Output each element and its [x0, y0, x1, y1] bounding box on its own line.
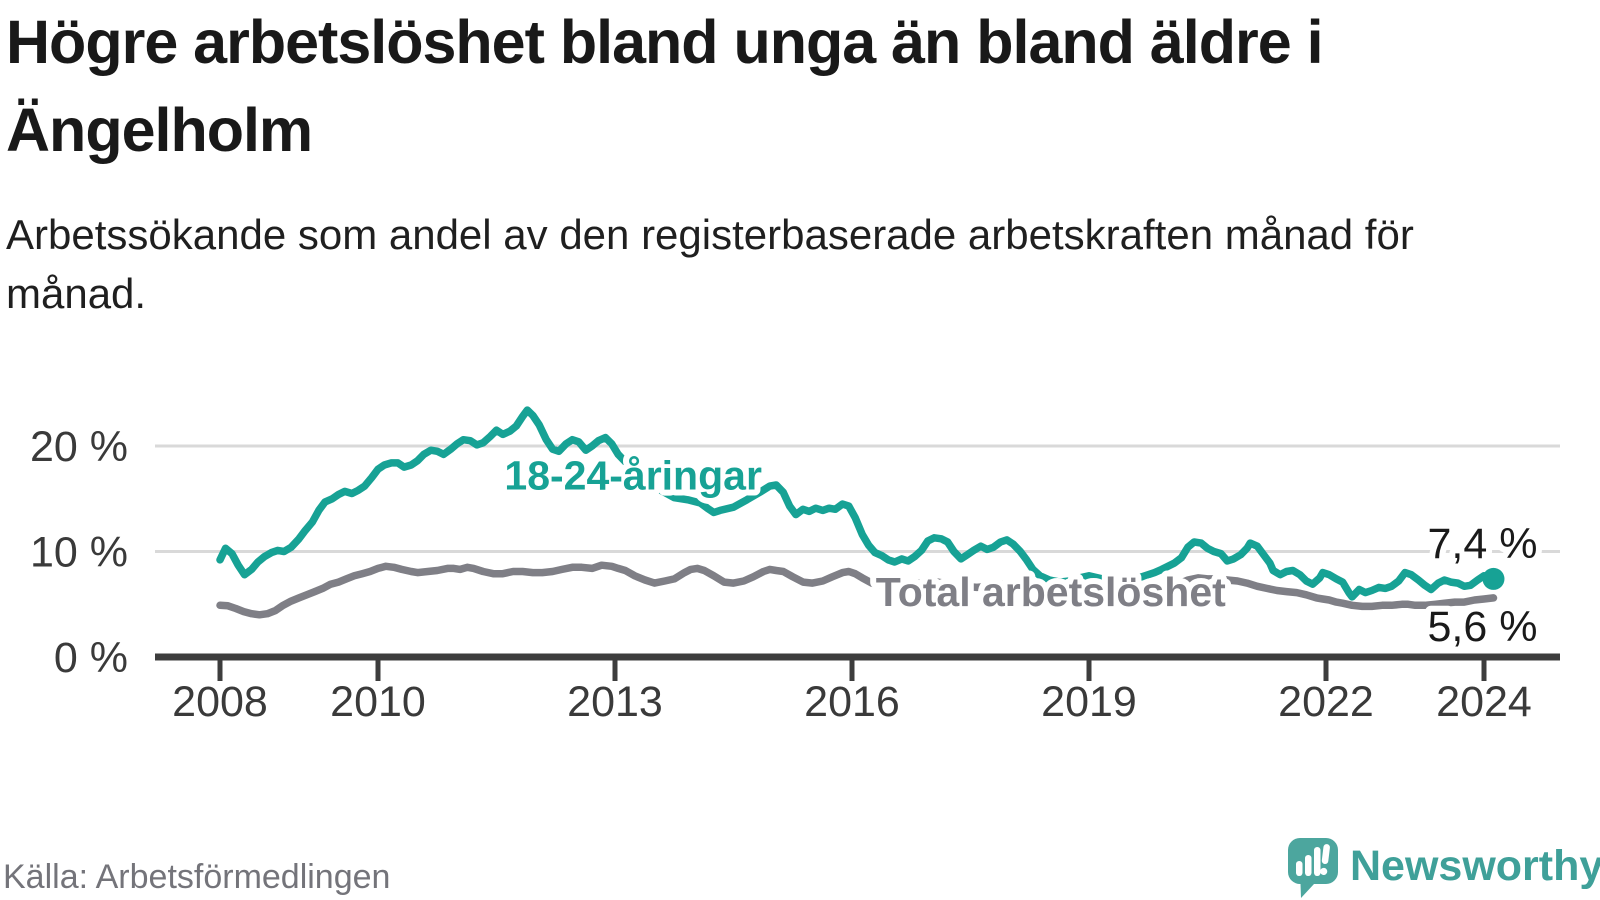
- bar-icon-tall: [1314, 847, 1321, 876]
- series-end-dot-youth: [1482, 567, 1505, 590]
- x-tick-label-2022: 2022: [1278, 678, 1374, 726]
- chart-subtitle: Arbetssökande som andel av den registerb…: [6, 211, 1414, 317]
- x-tick-label-2008: 2008: [172, 678, 268, 726]
- series-label-total: Total arbetslöshet: [876, 569, 1226, 615]
- y-tick-label-20-percent: 20 %: [30, 423, 128, 471]
- bar-icon-short: [1296, 861, 1303, 876]
- value-label-youth: 7,4 %: [1428, 520, 1538, 568]
- x-tick-label-2024: 2024: [1436, 678, 1532, 726]
- chart-title: Högre arbetslöshet bland unga än bland ä…: [6, 8, 1324, 164]
- value-label-total: 5,6 %: [1428, 603, 1538, 651]
- exclamation-icon: [1320, 844, 1330, 876]
- newsworthy-speech-bubble-bar-chart-icon: [1288, 838, 1338, 898]
- x-tick-label-2019: 2019: [1041, 678, 1137, 726]
- y-tick-label-10-percent: 10 %: [30, 529, 128, 577]
- x-tick-label-2013: 2013: [567, 678, 663, 726]
- x-tick-label-2016: 2016: [804, 678, 900, 726]
- series-label-youth: 18-24-åringar: [504, 452, 762, 498]
- series-line-youth: [216, 406, 1498, 601]
- speech-bubble-shape: [1288, 838, 1338, 898]
- series-line-total: [216, 561, 1498, 619]
- y-tick-label-0-percent: 0 %: [54, 634, 128, 682]
- newsworthy-wordmark: Newsworthy: [1350, 842, 1600, 890]
- newsworthy-logo: Newsworthy: [1288, 838, 1600, 898]
- x-tick-label-2010: 2010: [330, 678, 426, 726]
- source-note: Källa: Arbetsförmedlingen: [3, 858, 391, 896]
- bar-icon-medium: [1305, 855, 1312, 876]
